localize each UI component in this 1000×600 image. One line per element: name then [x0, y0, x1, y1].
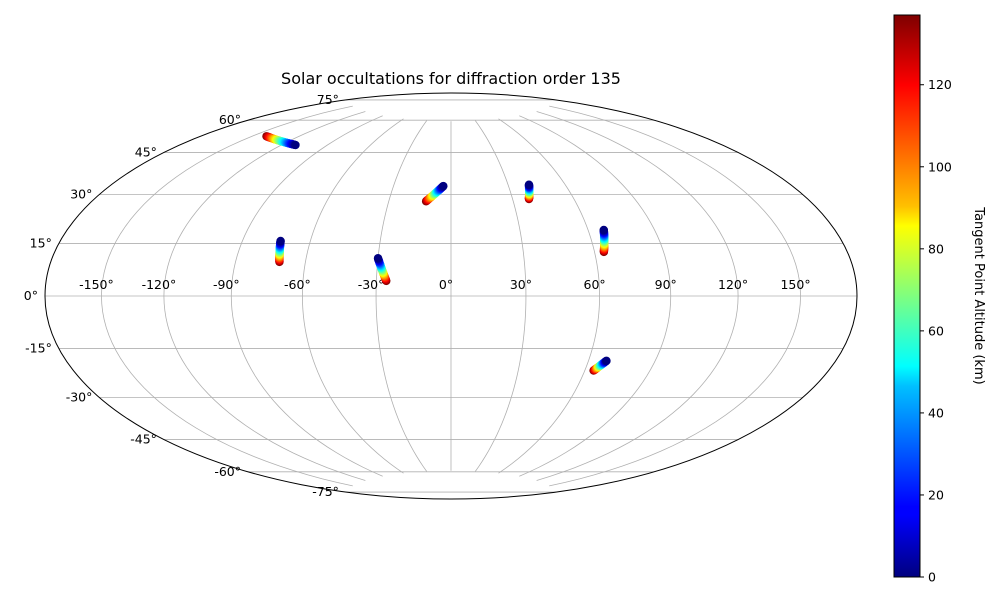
longitude-tick-label: -90°: [213, 277, 240, 292]
colorbar-tick-label: 40: [928, 405, 944, 420]
longitude-tick-label: -120°: [142, 277, 177, 292]
chart-title: Solar occultations for diffraction order…: [281, 69, 621, 88]
latitude-tick-label: 75°: [317, 92, 339, 107]
meridian-line: [375, 120, 427, 472]
occultation-points: [262, 132, 611, 375]
occultation-point: [599, 225, 608, 235]
colorbar-tick-label: 60: [928, 323, 944, 338]
occultation-point: [291, 140, 300, 150]
longitude-tick-label: 60°: [584, 277, 606, 292]
latitude-tick-label: 45°: [135, 144, 157, 159]
meridian-line: [519, 115, 672, 477]
occultation-point: [602, 356, 611, 366]
occultation-point: [373, 254, 383, 263]
latitude-tick-label: -45°: [130, 432, 157, 447]
longitude-tick-label: -30°: [358, 277, 385, 292]
longitude-tick-label: -150°: [79, 277, 114, 292]
latitude-tick-label: 30°: [70, 187, 92, 202]
colorbar: [893, 14, 921, 578]
latitude-tick-label: 15°: [30, 235, 52, 250]
latitude-tick-label: -75°: [312, 484, 339, 499]
latitude-tick-label: 0°: [24, 288, 38, 303]
longitude-tick-label: 30°: [510, 277, 532, 292]
meridian-line: [301, 118, 404, 474]
occultation-point: [276, 236, 285, 246]
meridian-line: [475, 120, 527, 472]
longitude-tick-label: 0°: [439, 277, 453, 292]
latitude-tick-labels: -75° -60° -45° -30° -15° 0° 15° 30° 45° 60° 75°: [24, 92, 339, 499]
latitude-tick-label: -30°: [66, 390, 93, 405]
latitude-tick-label: -60°: [214, 464, 241, 479]
occultation-point: [524, 180, 534, 189]
meridian-line: [101, 105, 353, 487]
meridian-line: [536, 111, 739, 481]
meridian-line: [163, 111, 366, 481]
colorbar-tick-label: 0: [928, 570, 936, 585]
longitude-tick-labels: -150° -120° -90° -60° -30° 0° 30° 60° 90° 120° 150…: [79, 277, 810, 292]
colorbar-label: Tangent Point Altitude (km): [971, 206, 986, 384]
longitude-tick-label: -60°: [284, 277, 311, 292]
colorbar-tick-label: 80: [928, 241, 944, 256]
longitude-tick-label: 150°: [780, 277, 810, 292]
latitude-tick-label: 60°: [219, 112, 241, 127]
longitude-tick-label: 120°: [718, 277, 748, 292]
longitude-tick-label: 90°: [655, 277, 677, 292]
meridian-line: [549, 105, 801, 487]
meridian-line: [230, 115, 383, 477]
colorbar-ticks: 0 20 40 60 80 100 120: [920, 77, 952, 585]
colorbar-tick-label: 120: [928, 77, 952, 92]
colorbar-tick-label: 100: [928, 159, 952, 174]
occultation-point: [439, 181, 448, 191]
latitude-tick-label: -15°: [25, 341, 52, 356]
graticule: [45, 99, 857, 493]
map-outline: [44, 92, 858, 500]
meridian-line: [498, 118, 601, 474]
colorbar-tick-label: 20: [928, 487, 944, 502]
